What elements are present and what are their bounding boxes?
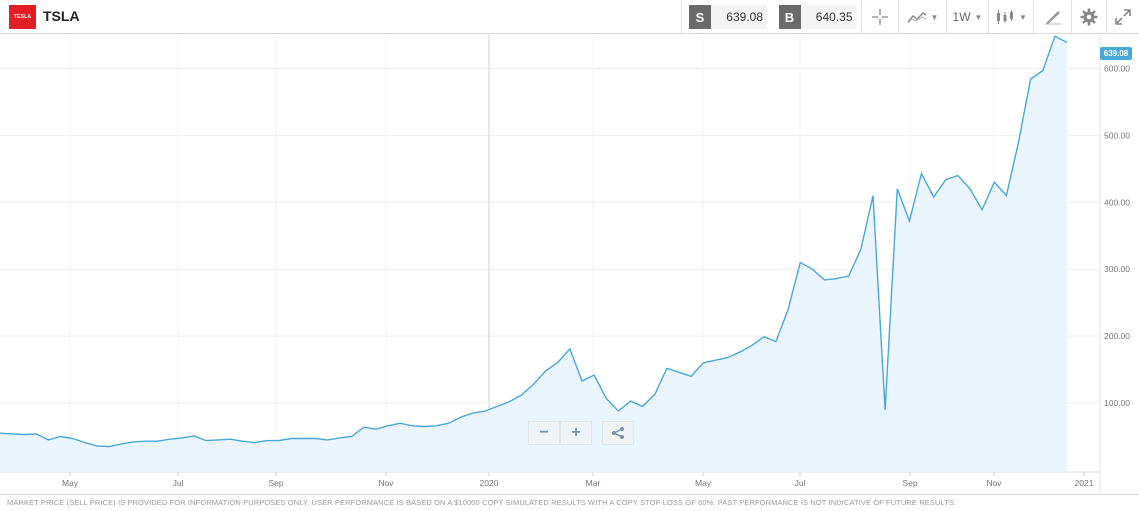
share-button[interactable] — [602, 421, 634, 445]
settings-button[interactable] — [1071, 0, 1106, 34]
tesla-logo: TESLA — [9, 5, 36, 29]
sell-price: 639.08 — [711, 5, 767, 29]
y-tick-label: 600.00 — [1104, 63, 1130, 73]
fullscreen-button[interactable] — [1106, 0, 1139, 34]
x-tick-label: May — [695, 478, 712, 488]
chart-toolbar: TESLA TSLA S 639.08 B 640.35 ▼ 1W ▼ — [0, 0, 1139, 34]
price-chart[interactable]: May Jul Sep Nov 2020 Mar May Jul Sep Nov 2021 100.… — [0, 35, 1139, 495]
drawing-pen-icon — [1044, 11, 1061, 25]
price-line-series — [0, 35, 1068, 448]
x-tick-label: Mar — [586, 478, 601, 488]
crosshair-button[interactable] — [861, 0, 898, 34]
sell-label: S — [689, 5, 711, 29]
price-area-fill — [0, 36, 1067, 473]
x-tick-label: 2021 — [1075, 478, 1094, 488]
x-tick-label: Jul — [795, 478, 806, 488]
chevron-down-icon: ▼ — [930, 12, 939, 22]
compare-button[interactable]: ▼ — [898, 0, 946, 34]
y-tick-label: 200.00 — [1104, 331, 1130, 341]
x-tick-label: Nov — [378, 478, 394, 488]
sell-price-block[interactable]: S 639.08 — [681, 0, 774, 34]
zoom-in-button[interactable]: + — [560, 421, 592, 445]
x-tick-label: May — [62, 478, 79, 488]
gear-icon — [1080, 8, 1098, 26]
x-tick-label: Nov — [986, 478, 1002, 488]
draw-tool-button[interactable] — [1033, 0, 1071, 34]
y-tick-label: 400.00 — [1104, 197, 1130, 207]
x-tick-label: Sep — [268, 478, 283, 488]
crosshair-icon — [872, 9, 888, 25]
y-tick-label: 500.00 — [1104, 130, 1130, 140]
interval-value: 1W — [952, 10, 971, 24]
buy-price-block[interactable]: B 640.35 — [774, 0, 861, 34]
buy-price: 640.35 — [800, 5, 857, 29]
x-tick-label: Sep — [902, 478, 917, 488]
zoom-out-button[interactable]: − — [528, 421, 560, 445]
x-tick-label: 2020 — [480, 478, 499, 488]
chevron-down-icon: ▼ — [974, 12, 983, 22]
y-tick-label: 100.00 — [1104, 398, 1130, 408]
expand-icon — [1115, 9, 1131, 25]
buy-label: B — [778, 5, 801, 29]
last-price-badge: 639.08 — [1100, 47, 1132, 60]
chevron-down-icon: ▼ — [1019, 12, 1027, 22]
share-icon — [612, 427, 624, 439]
candlestick-icon — [997, 10, 1014, 24]
x-tick-label: Jul — [173, 478, 184, 488]
interval-select[interactable]: 1W ▼ — [946, 0, 988, 34]
ticker-symbol: TSLA — [43, 8, 80, 24]
compare-chart-icon — [906, 12, 926, 24]
disclaimer-text: MARKET PRICE (SELL PRICE) IS PROVIDED FO… — [0, 494, 1139, 511]
chart-type-select[interactable]: ▼ — [988, 0, 1033, 34]
y-tick-label: 300.00 — [1104, 264, 1130, 274]
